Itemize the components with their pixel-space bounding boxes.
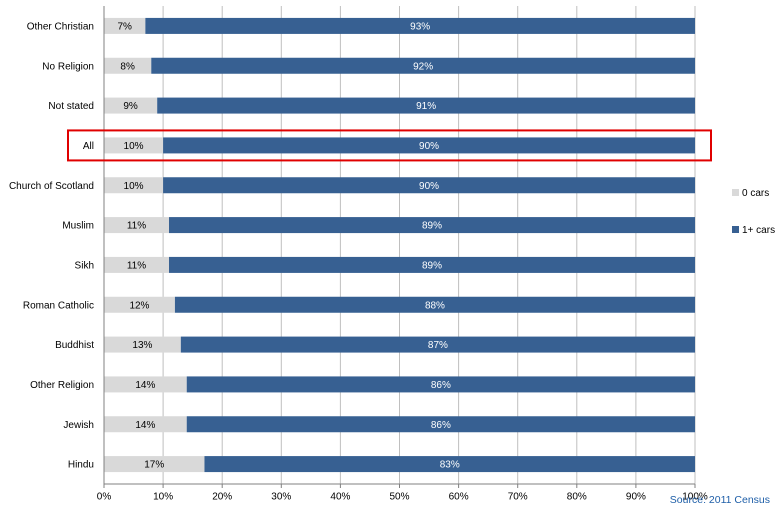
bar-zero-cars [104, 416, 187, 433]
x-tick-label: 70% [508, 491, 528, 502]
data-label: 87% [428, 340, 448, 351]
category-label: Muslim [62, 221, 94, 232]
data-label: 10% [124, 181, 144, 192]
bar-zero-cars [104, 17, 146, 34]
data-label: 14% [135, 420, 155, 431]
highlight-box [67, 129, 712, 162]
source-note: Source: 2011 Census [670, 494, 770, 506]
category-label: Hindu [68, 460, 94, 471]
category-label: Other Christian [27, 21, 94, 32]
bar-zero-cars [104, 177, 164, 194]
data-label: 83% [440, 460, 460, 471]
data-label: 7% [117, 21, 132, 32]
x-tick-label: 80% [567, 491, 587, 502]
bar-one-plus-cars [204, 456, 695, 473]
x-tick-label: 60% [449, 491, 469, 502]
data-label: 13% [132, 340, 152, 351]
data-label: 89% [422, 260, 442, 271]
category-label: Church of Scotland [9, 181, 94, 192]
legend-label: 0 cars [742, 188, 769, 199]
bar-one-plus-cars [180, 336, 695, 353]
bar-one-plus-cars [169, 217, 695, 234]
data-label: 17% [144, 460, 164, 471]
category-label: Buddhist [55, 340, 94, 351]
bar-one-plus-cars [151, 57, 695, 74]
x-axis: 0% 10% 20% 30% 40% 50% 60% 70% 80% 90% 100% [97, 6, 708, 502]
category-label: Roman Catholic [23, 300, 94, 311]
data-label: 92% [413, 61, 433, 72]
bar-zero-cars [104, 217, 170, 234]
x-tick-label: 40% [330, 491, 350, 502]
category-label: All [83, 141, 94, 152]
legend-swatch [732, 189, 739, 196]
bar-one-plus-cars [174, 296, 696, 313]
x-tick-label: 100% [682, 491, 708, 502]
bar-zero-cars [104, 256, 170, 273]
category-label: Other Religion [30, 380, 94, 391]
data-label: 8% [120, 61, 135, 72]
x-tick-label: 20% [212, 491, 232, 502]
data-label: 89% [422, 221, 442, 232]
data-label: 14% [135, 380, 155, 391]
category-label: Sikh [75, 260, 94, 271]
data-label: 90% [419, 141, 439, 152]
bar-one-plus-cars [145, 17, 695, 34]
category-label: Jewish [63, 420, 94, 431]
data-label: 90% [419, 181, 439, 192]
data-label: 86% [431, 420, 451, 431]
data-label: 10% [124, 141, 144, 152]
bar-zero-cars [104, 97, 158, 114]
bar-one-plus-cars [169, 256, 695, 273]
x-tick-label: 50% [389, 491, 409, 502]
category-labels: Other Christian No Religion Not stated All C… [9, 21, 94, 470]
bars: 7% 93% 8% 92% 9% 91% 10% 90% 10% 90% 11% 89% 11% 89% 1… [104, 17, 696, 473]
grid-lines [103, 6, 696, 484]
data-label: 11% [127, 221, 146, 232]
bar-zero-cars [104, 296, 175, 313]
data-label: 86% [431, 380, 451, 391]
bar-one-plus-cars [157, 97, 695, 114]
x-tick-label: 90% [626, 491, 646, 502]
bar-zero-cars [104, 336, 181, 353]
data-label: 88% [425, 300, 445, 311]
bar-one-plus-cars [186, 416, 696, 433]
data-label: 9% [123, 101, 138, 112]
legend: 0 cars 1+ cars [732, 188, 775, 236]
bar-one-plus-cars [186, 376, 696, 393]
x-tick-label: 10% [153, 491, 173, 502]
category-label: Not stated [48, 101, 94, 112]
data-label: 11% [127, 260, 146, 271]
bar-one-plus-cars [163, 177, 696, 194]
bar-zero-cars [104, 57, 152, 74]
bar-zero-cars [104, 376, 187, 393]
bar-zero-cars [104, 137, 164, 154]
x-tick-label: 30% [271, 491, 291, 502]
bar-one-plus-cars [163, 137, 696, 154]
x-tick-label: 0% [97, 491, 112, 502]
highlight-rect [67, 129, 712, 162]
data-label: 93% [410, 21, 430, 32]
category-label: No Religion [42, 61, 94, 72]
legend-label: 1+ cars [742, 225, 775, 236]
legend-swatch [732, 226, 739, 233]
data-label: 12% [129, 300, 149, 311]
data-label: 91% [416, 101, 436, 112]
bar-zero-cars [104, 456, 205, 473]
